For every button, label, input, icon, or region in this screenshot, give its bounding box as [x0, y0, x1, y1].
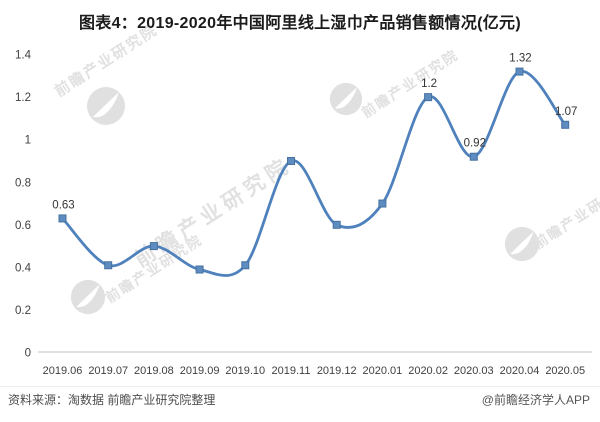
- footer-divider: [0, 386, 600, 387]
- x-axis-label: 2019.08: [134, 365, 174, 377]
- data-point-label: 1.07: [555, 106, 577, 118]
- x-axis-label: 2020.01: [363, 365, 403, 377]
- data-point-marker: [149, 242, 158, 251]
- x-axis-label: 2019.07: [88, 365, 128, 377]
- data-point-label: 0.63: [52, 199, 74, 211]
- data-point-marker: [195, 265, 204, 274]
- sales-line-series: [61, 70, 567, 277]
- data-source-text: 资料来源：淘数据 前瞻产业研究院整理: [8, 393, 216, 407]
- y-tick-label: 1: [25, 135, 31, 147]
- x-axis-label: 2020.05: [545, 365, 585, 377]
- y-tick-label: 1.4: [15, 50, 32, 62]
- x-axis-label: 2019.09: [180, 365, 220, 377]
- x-axis-label: 2019.06: [43, 365, 83, 377]
- data-point-label: 1.32: [509, 53, 531, 65]
- y-tick-label: 0: [25, 348, 31, 360]
- data-point-marker: [469, 152, 478, 161]
- data-point-marker: [515, 67, 524, 76]
- y-tick-label: 1.2: [15, 92, 31, 104]
- data-point-marker: [58, 214, 67, 223]
- data-point-marker: [104, 261, 113, 270]
- data-point-label: 1.2: [421, 78, 437, 90]
- y-tick-label: 0.4: [15, 262, 32, 274]
- y-tick-label: 0.8: [15, 177, 31, 189]
- sales-line-chart: 0 0.2 0.4 0.6 0.8 1 1.2 1.4 2019.06 2019.07 2019.0…: [15, 50, 592, 377]
- x-axis-label: 2019.11: [272, 365, 311, 377]
- x-axis-label: 2019.10: [225, 365, 265, 377]
- data-point-marker: [241, 261, 250, 270]
- data-point-marker: [332, 220, 341, 229]
- data-point-marker: [561, 120, 570, 129]
- data-point-label: 0.92: [464, 138, 486, 150]
- x-axis-label: 2020.04: [500, 365, 540, 377]
- x-axis-label: 2020.02: [408, 365, 448, 377]
- data-point-marker: [378, 199, 387, 208]
- x-axis-label: 2019.12: [317, 365, 357, 377]
- x-axis-label: 2020.03: [454, 365, 494, 377]
- data-point-marker: [287, 156, 295, 165]
- chart-title: 图表4：2019-2020年中国阿里线上湿巾产品销售额情况(亿元): [79, 15, 521, 32]
- y-tick-label: 0.6: [15, 220, 31, 232]
- credit-text: @前瞻经济学人APP: [481, 393, 590, 407]
- y-tick-label: 0.2: [15, 305, 31, 317]
- data-point-marker: [424, 93, 433, 102]
